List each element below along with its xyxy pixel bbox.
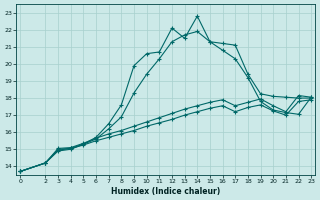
X-axis label: Humidex (Indice chaleur): Humidex (Indice chaleur) — [111, 187, 220, 196]
